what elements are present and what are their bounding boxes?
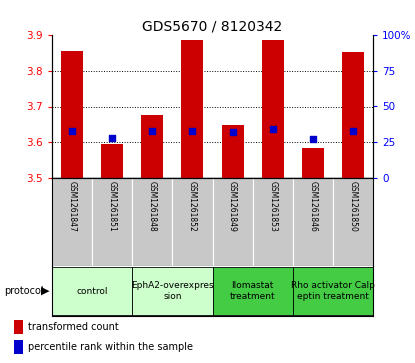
Bar	[212, 267, 293, 315]
Point	[149, 128, 156, 134]
Text: Ilomastat
treatment: Ilomastat treatment	[230, 281, 276, 301]
Bar	[52, 178, 92, 266]
Bar	[181, 40, 203, 178]
Text: control: control	[76, 286, 108, 295]
Text: GSM1261852: GSM1261852	[188, 181, 197, 231]
Bar	[15, 320, 24, 334]
Text: Rho activator Calp
eptin treatment: Rho activator Calp eptin treatment	[291, 281, 375, 301]
Text: GSM1261848: GSM1261848	[148, 181, 157, 231]
Bar	[15, 340, 24, 354]
Title: GDS5670 / 8120342: GDS5670 / 8120342	[142, 20, 283, 34]
Text: GSM1261853: GSM1261853	[268, 181, 277, 232]
Bar	[333, 178, 373, 266]
Point	[310, 136, 316, 142]
Bar	[92, 178, 132, 266]
Bar	[141, 115, 164, 178]
Bar	[101, 144, 123, 178]
Bar	[293, 267, 373, 315]
Text: GSM1261849: GSM1261849	[228, 181, 237, 232]
Point	[189, 128, 196, 134]
Text: ▶: ▶	[42, 286, 50, 296]
Bar	[212, 178, 253, 266]
Point	[69, 128, 76, 134]
Bar	[342, 52, 364, 178]
Bar	[302, 148, 324, 178]
Bar	[172, 178, 212, 266]
Point	[269, 126, 276, 132]
Text: GSM1261847: GSM1261847	[68, 181, 76, 232]
Bar	[253, 178, 293, 266]
Bar	[293, 178, 333, 266]
Bar	[132, 267, 212, 315]
Point	[229, 129, 236, 135]
Text: EphA2-overexpres
sion: EphA2-overexpres sion	[131, 281, 214, 301]
Text: protocol: protocol	[4, 286, 44, 296]
Point	[349, 128, 356, 134]
Text: GSM1261846: GSM1261846	[308, 181, 317, 232]
Text: GSM1261850: GSM1261850	[349, 181, 357, 232]
Bar	[52, 267, 132, 315]
Point	[109, 135, 115, 141]
Text: GSM1261851: GSM1261851	[107, 181, 117, 231]
Text: percentile rank within the sample: percentile rank within the sample	[28, 342, 193, 352]
Bar	[261, 40, 284, 178]
Bar	[132, 178, 172, 266]
Bar	[61, 51, 83, 178]
Text: transformed count: transformed count	[28, 322, 119, 332]
Bar	[222, 125, 244, 178]
